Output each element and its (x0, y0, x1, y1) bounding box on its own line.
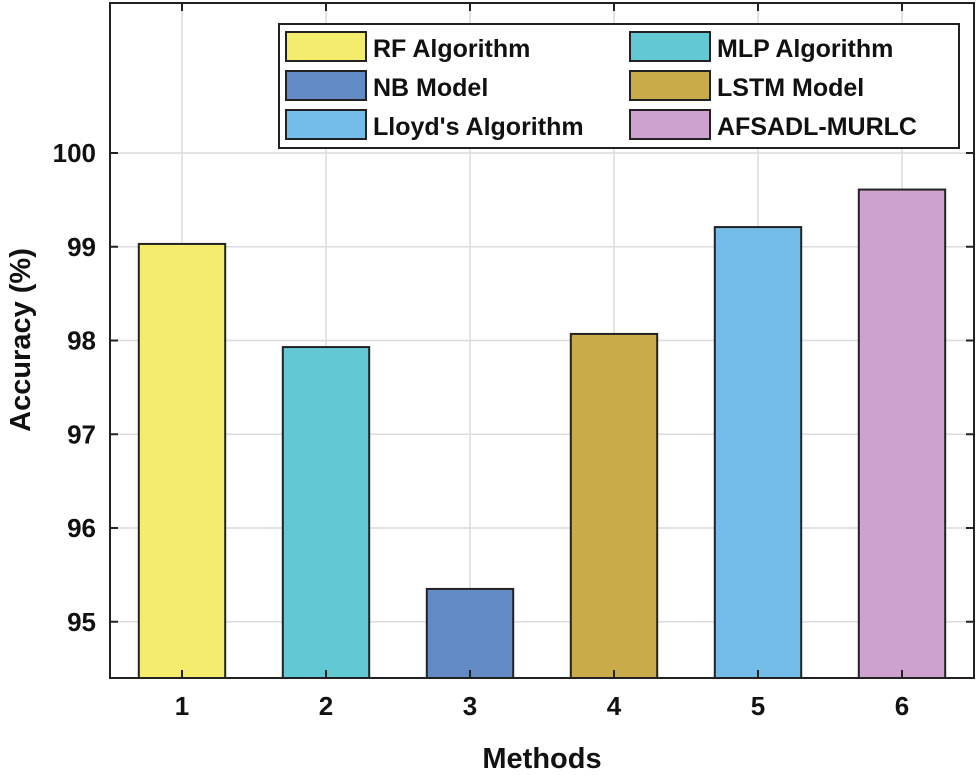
legend-swatch (629, 109, 711, 140)
y-tick-label: 96 (67, 513, 96, 543)
y-tick-label: 97 (67, 419, 96, 449)
x-tick-label: 2 (319, 691, 333, 721)
x-tick-label: 1 (175, 691, 189, 721)
y-tick-label: 100 (53, 138, 96, 168)
y-axis-label: Accuracy (%) (5, 248, 37, 432)
x-tick-label: 6 (895, 691, 909, 721)
bar-5 (713, 226, 803, 679)
legend-label: MLP Algorithm (717, 35, 893, 63)
bar-3 (425, 587, 515, 679)
legend-swatch (285, 70, 367, 101)
legend-swatch (285, 109, 367, 140)
legend-swatch (629, 31, 711, 62)
x-tick-label: 4 (607, 691, 622, 721)
axes: 95 96 97 98 99 100 1 2 3 4 5 6 (53, 2, 975, 721)
x-axis-label: Methods (482, 743, 601, 775)
x-tick-label: 5 (751, 691, 765, 721)
y-tick-label: 99 (67, 232, 96, 262)
bar-4 (569, 332, 659, 679)
x-tick-label: 3 (463, 691, 477, 721)
legend-label: LSTM Model (717, 74, 864, 102)
legend-label: AFSADL-MURLC (717, 113, 917, 141)
bar-6 (857, 188, 947, 679)
legend-label: Lloyd's Algorithm (373, 113, 584, 141)
y-tick-label: 95 (67, 607, 96, 637)
bar-1 (137, 242, 227, 679)
legend-swatch (285, 31, 367, 62)
bar-2 (281, 346, 371, 679)
legend-swatch (629, 70, 711, 101)
legend: RF Algorithm MLP Algorithm NB Model LSTM Mo… (278, 23, 960, 149)
y-tick-label: 98 (67, 326, 96, 356)
legend-box (278, 23, 960, 149)
legend-label: RF Algorithm (373, 35, 530, 63)
legend-label: NB Model (373, 74, 488, 102)
bars (137, 188, 947, 679)
